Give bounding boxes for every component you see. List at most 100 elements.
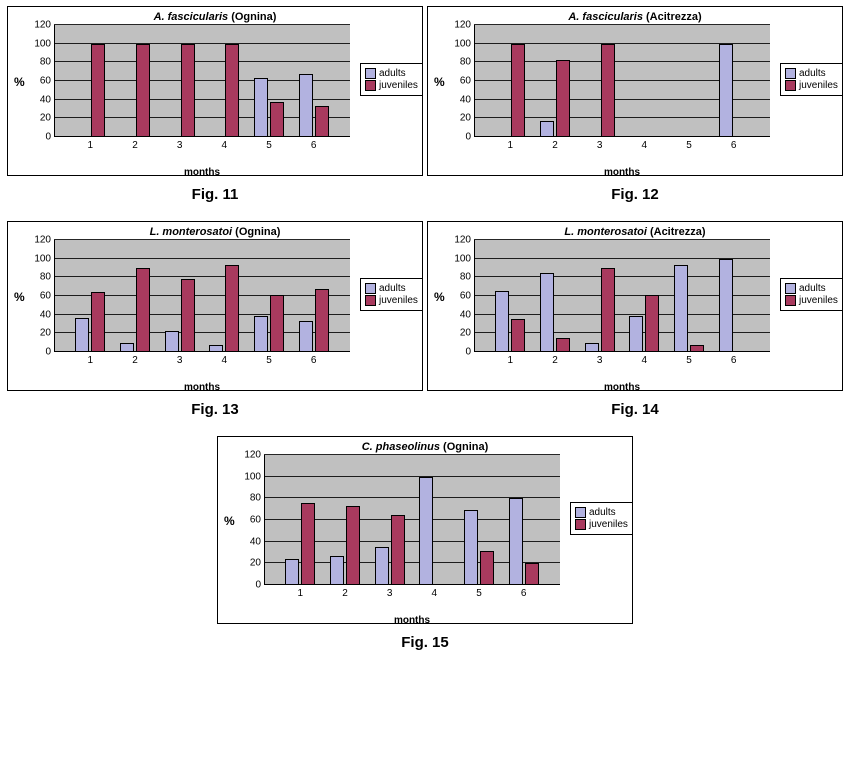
fig13-chart-wrap: %020406080100120123456monthsadultsjuveni… bbox=[12, 240, 418, 384]
legend-swatch-juveniles bbox=[785, 80, 796, 91]
ytick-label: 40 bbox=[40, 309, 54, 320]
fig13-cell: L. monterosatoi (Ognina)%020406080100120… bbox=[7, 221, 423, 436]
legend-row-juveniles: juveniles bbox=[575, 519, 628, 530]
bar-juveniles bbox=[315, 106, 329, 137]
bar-adults bbox=[254, 78, 268, 137]
bar-juveniles bbox=[181, 279, 195, 352]
fig14-plot-area: 020406080100120123456 bbox=[474, 240, 770, 352]
ytick-label: 40 bbox=[460, 309, 474, 320]
fig13-xlabel: months bbox=[54, 382, 350, 393]
bar-juveniles bbox=[511, 44, 525, 137]
fig14-panel: L. monterosatoi (Acitrezza)%020406080100… bbox=[427, 221, 843, 391]
ytick-label: 100 bbox=[34, 38, 54, 49]
bar-adults bbox=[254, 316, 268, 352]
bar-juveniles bbox=[91, 44, 105, 137]
ytick-label: 0 bbox=[465, 132, 474, 143]
legend-swatch-adults bbox=[575, 507, 586, 518]
fig15-plot-area: 020406080100120123456 bbox=[264, 455, 560, 585]
bar-juveniles bbox=[556, 60, 570, 137]
fig12-caption: Fig. 12 bbox=[611, 186, 659, 203]
legend-label-adults: adults bbox=[379, 283, 406, 294]
bar-juveniles bbox=[270, 295, 284, 352]
bar-juveniles bbox=[315, 289, 329, 352]
legend-swatch-juveniles bbox=[365, 80, 376, 91]
legend-label-juveniles: juveniles bbox=[799, 295, 838, 306]
xtick-label: 6 bbox=[311, 137, 317, 151]
legend-row-adults: adults bbox=[575, 507, 628, 518]
legend-swatch-juveniles bbox=[365, 295, 376, 306]
ytick-label: 60 bbox=[40, 291, 54, 302]
ytick-label: 120 bbox=[34, 235, 54, 246]
bar-adults bbox=[120, 343, 134, 352]
fig13-title-species: L. monterosatoi bbox=[150, 226, 233, 238]
ytick-label: 120 bbox=[454, 20, 474, 31]
fig12-title: A. fascicularis (Acitrezza) bbox=[432, 11, 838, 23]
fig13-legend: adultsjuveniles bbox=[360, 278, 423, 311]
bar-juveniles bbox=[225, 265, 239, 352]
fig15-cell: C. phaseolinus (Ognina)%0204060801001201… bbox=[217, 436, 633, 669]
xtick-label: 2 bbox=[552, 352, 558, 366]
xtick-label: 4 bbox=[642, 352, 648, 366]
fig13-caption: Fig. 13 bbox=[191, 401, 239, 418]
fig14-caption: Fig. 14 bbox=[611, 401, 659, 418]
legend-label-juveniles: juveniles bbox=[799, 80, 838, 91]
legend-swatch-adults bbox=[785, 68, 796, 79]
xtick-label: 2 bbox=[552, 137, 558, 151]
ytick-label: 60 bbox=[40, 76, 54, 87]
fig12-cell: A. fascicularis (Acitrezza)% 020406080100… bbox=[427, 6, 843, 221]
fig13-ylabel: % bbox=[14, 290, 25, 304]
ytick-label: 20 bbox=[460, 113, 474, 124]
xtick-label: 5 bbox=[476, 585, 482, 599]
fig12-title-species: A. fascicularis bbox=[568, 11, 643, 23]
legend-swatch-juveniles bbox=[785, 295, 796, 306]
fig15-chart-wrap: %020406080100120123456monthsadultsjuveni… bbox=[222, 455, 628, 617]
bar-adults bbox=[75, 318, 89, 352]
xtick-label: 5 bbox=[686, 137, 692, 151]
fig15-title-location: (Ognina) bbox=[440, 441, 488, 453]
bar-adults bbox=[540, 121, 554, 137]
ytick-label: 80 bbox=[460, 57, 474, 68]
ytick-label: 40 bbox=[250, 536, 264, 547]
legend-row-juveniles: juveniles bbox=[365, 80, 418, 91]
fig11-xlabel: months bbox=[54, 167, 350, 178]
fig14-title-location: (Acitrezza) bbox=[647, 226, 706, 238]
bar-adults bbox=[165, 331, 179, 352]
bar-juveniles bbox=[181, 44, 195, 137]
bar-adults bbox=[629, 316, 643, 352]
fig14-legend: adultsjuveniles bbox=[780, 278, 843, 311]
gridline bbox=[474, 239, 770, 240]
xtick-label: 1 bbox=[508, 352, 514, 366]
xtick-label: 6 bbox=[521, 585, 527, 599]
legend-swatch-adults bbox=[785, 283, 796, 294]
xtick-label: 4 bbox=[432, 585, 438, 599]
fig14-cell: L. monterosatoi (Acitrezza)%020406080100… bbox=[427, 221, 843, 436]
bar-juveniles bbox=[645, 295, 659, 352]
legend-row-juveniles: juveniles bbox=[365, 295, 418, 306]
xtick-label: 2 bbox=[132, 137, 138, 151]
xtick-label: 5 bbox=[266, 352, 272, 366]
xtick-label: 3 bbox=[597, 137, 603, 151]
ytick-label: 80 bbox=[460, 272, 474, 283]
fig12-title-location: (Acitrezza) bbox=[643, 11, 702, 23]
bar-adults bbox=[375, 547, 389, 585]
fig11-legend: adultsjuveniles bbox=[360, 63, 423, 96]
fig12-ylabel: % bbox=[434, 75, 445, 89]
ytick-label: 120 bbox=[34, 20, 54, 31]
bar-juveniles bbox=[480, 551, 494, 585]
bar-juveniles bbox=[270, 102, 284, 137]
fig12-plot-area: 020406080100120123456 bbox=[474, 25, 770, 137]
gridline bbox=[54, 258, 350, 259]
ytick-label: 0 bbox=[45, 347, 54, 358]
bar-juveniles bbox=[136, 268, 150, 352]
ytick-label: 0 bbox=[45, 132, 54, 143]
bar-adults bbox=[509, 498, 523, 585]
bar-juveniles bbox=[511, 319, 525, 352]
legend-row-adults: adults bbox=[365, 68, 418, 79]
bar-juveniles bbox=[601, 44, 615, 137]
xtick-label: 5 bbox=[686, 352, 692, 366]
gridline bbox=[54, 24, 350, 25]
legend-row-adults: adults bbox=[785, 283, 838, 294]
xtick-label: 1 bbox=[88, 137, 94, 151]
fig12-chart-wrap: %020406080100120123456monthsadultsjuveni… bbox=[432, 25, 838, 169]
ytick-label: 120 bbox=[454, 235, 474, 246]
